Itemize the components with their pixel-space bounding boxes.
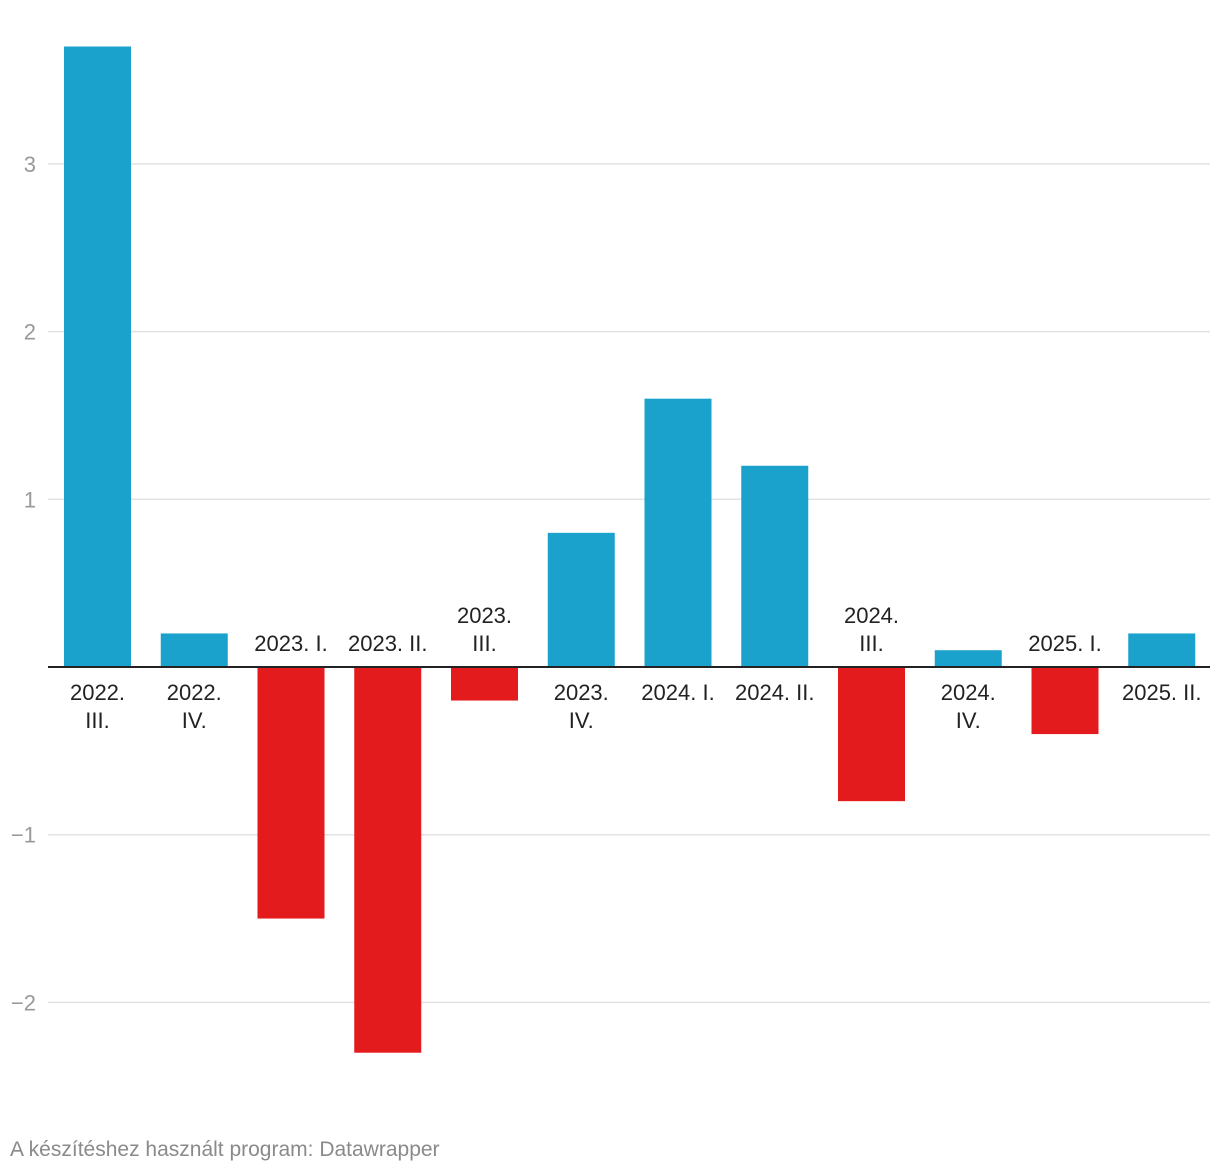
y-tick-label: 3 <box>24 152 36 177</box>
bar <box>644 398 712 667</box>
x-tick-label-line: 2022. <box>70 680 125 705</box>
bar <box>257 667 325 919</box>
x-tick-label-line: 2022. <box>167 680 222 705</box>
x-tick-label-line: III. <box>859 631 883 656</box>
x-tick-label-line: III. <box>85 708 109 733</box>
x-tick-label-line: 2024. II. <box>735 680 815 705</box>
x-tick-label: 2023. III. <box>457 603 512 656</box>
x-tick-label: 2023. IV. <box>554 680 609 733</box>
x-tick-label-line: 2023. <box>457 603 512 628</box>
x-tick-label-line: 2023. I. <box>254 631 327 656</box>
x-tick-label: 2023. II. <box>348 631 428 656</box>
x-tick-label-line: IV. <box>569 708 594 733</box>
y-tick-label: 2 <box>24 320 36 345</box>
x-tick-label: 2024. II. <box>735 680 815 705</box>
bar <box>354 667 422 1053</box>
x-tick-label: 2025. I. <box>1028 631 1101 656</box>
bar <box>1031 667 1099 735</box>
bar <box>1128 633 1196 667</box>
x-tick-label-line: 2025. II. <box>1122 680 1202 705</box>
x-tick-label: 2024. IV. <box>941 680 996 733</box>
x-tick-label: 2022. IV. <box>167 680 222 733</box>
x-tick-label: 2024. III. <box>844 603 899 656</box>
x-tick-label: 2023. I. <box>254 631 327 656</box>
bar <box>451 667 518 701</box>
x-tick-label-line: IV. <box>956 708 981 733</box>
x-tick-label-line: 2025. I. <box>1028 631 1101 656</box>
x-tick-label-line: 2024. <box>844 603 899 628</box>
credit-text: A készítéshez használt program: Datawrap… <box>10 1138 440 1161</box>
bar <box>741 465 809 667</box>
bar <box>160 633 228 667</box>
bar-chart: 3 2 1 −1 −2 2022. III. 2022. IV. 2023. I. 2023. II… <box>11 46 1210 1053</box>
x-tick-label: 2022. III. <box>70 680 125 733</box>
y-tick-label: −2 <box>11 990 36 1015</box>
y-tick-label: 1 <box>24 487 36 512</box>
x-tick-label: 2025. II. <box>1122 680 1202 705</box>
bar <box>934 650 1002 667</box>
x-tick-label-line: 2024. I. <box>641 680 714 705</box>
x-tick-label-line: IV. <box>182 708 207 733</box>
x-tick-label-line: 2023. II. <box>348 631 428 656</box>
x-tick-label-line: 2023. <box>554 680 609 705</box>
x-tick-label-line: III. <box>472 631 496 656</box>
x-tick-label: 2024. I. <box>641 680 714 705</box>
bar <box>64 46 131 667</box>
x-tick-label-line: 2024. <box>941 680 996 705</box>
bar <box>547 532 615 667</box>
bar <box>838 667 905 802</box>
y-tick-label: −1 <box>11 823 36 848</box>
